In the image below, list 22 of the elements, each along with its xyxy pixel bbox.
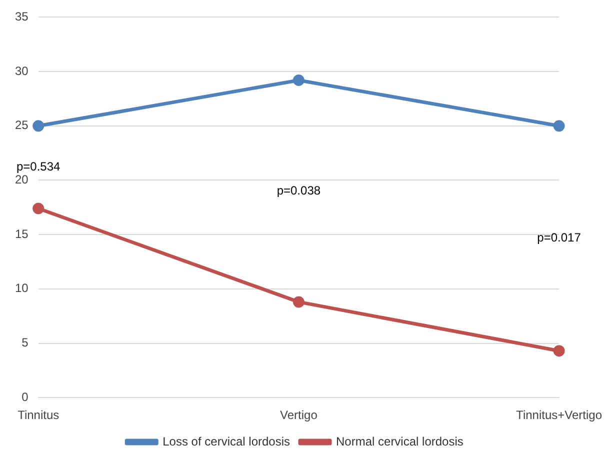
x-tick-label: Tinnitus+Vertigo bbox=[516, 408, 602, 422]
point bbox=[292, 296, 304, 308]
y-tick-label: 25 bbox=[14, 118, 29, 132]
point bbox=[553, 345, 565, 357]
x-tick-label: Vertigo bbox=[280, 408, 318, 422]
annotation: p=0.038 bbox=[276, 183, 321, 198]
annotation: p=0.534 bbox=[16, 160, 61, 174]
y-tick-label: 10 bbox=[14, 281, 29, 296]
x-tick-label: Tinnitus bbox=[18, 408, 60, 422]
legend-label: Normal cervical lordosis bbox=[336, 434, 464, 448]
point bbox=[32, 202, 44, 214]
y-tick-label: 30 bbox=[14, 64, 29, 78]
point bbox=[553, 120, 565, 132]
legend-label: Loss of cervical lordosis bbox=[162, 434, 290, 448]
y-tick-label: 20 bbox=[14, 172, 29, 187]
annotation: p=0.017 bbox=[537, 230, 582, 245]
point bbox=[292, 74, 304, 86]
y-tick-label: 15 bbox=[14, 226, 29, 241]
y-tick-label: 5 bbox=[22, 336, 29, 350]
point bbox=[32, 120, 44, 132]
y-tick-label: 35 bbox=[14, 10, 29, 24]
y-tick-label: 0 bbox=[22, 390, 29, 404]
